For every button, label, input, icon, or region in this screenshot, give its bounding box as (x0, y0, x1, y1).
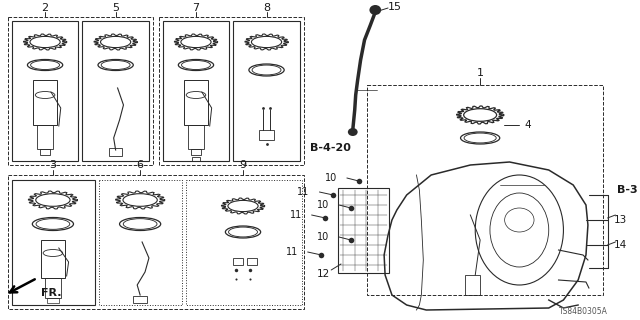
Bar (259, 130, 275, 140)
Bar (40, 149, 50, 155)
Bar (184, 80, 208, 125)
Bar (163, 21, 229, 161)
Bar (37, 125, 53, 149)
Text: 15: 15 (388, 2, 402, 12)
Ellipse shape (348, 128, 358, 136)
Bar (192, 157, 200, 161)
Text: 7: 7 (193, 3, 200, 13)
Bar (109, 148, 122, 156)
Bar (188, 125, 204, 149)
Bar (99, 180, 182, 305)
Text: 12: 12 (317, 269, 330, 279)
Text: 14: 14 (613, 240, 627, 250)
Bar (12, 21, 78, 161)
Bar (233, 21, 300, 161)
Bar (47, 298, 59, 303)
Text: 4: 4 (524, 120, 531, 130)
Bar (41, 240, 65, 278)
Bar (8, 17, 153, 165)
Bar (186, 180, 302, 305)
Text: TS84B0305A: TS84B0305A (559, 308, 607, 316)
Bar (45, 278, 61, 298)
Bar (12, 180, 95, 305)
Text: 13: 13 (613, 215, 627, 225)
Bar (233, 258, 243, 265)
Text: 6: 6 (136, 160, 143, 170)
Text: 11: 11 (298, 187, 310, 197)
Text: 11: 11 (285, 247, 298, 257)
Text: 10: 10 (325, 173, 337, 183)
Text: 8: 8 (263, 3, 270, 13)
Bar (247, 258, 257, 265)
Text: 1: 1 (477, 68, 484, 78)
Bar (8, 175, 304, 309)
Text: 2: 2 (42, 3, 49, 13)
Bar (33, 80, 57, 125)
Text: B-3: B-3 (618, 185, 638, 195)
Bar (367, 85, 603, 295)
Text: 5: 5 (112, 3, 119, 13)
Bar (133, 296, 147, 303)
Text: 10: 10 (317, 200, 329, 210)
Bar (159, 17, 304, 165)
Text: 11: 11 (289, 210, 302, 220)
Text: 10: 10 (317, 232, 329, 242)
Text: 9: 9 (239, 160, 246, 170)
Bar (191, 149, 201, 155)
Ellipse shape (369, 5, 381, 15)
Bar (83, 21, 149, 161)
Bar (465, 275, 480, 295)
Text: B-4-20: B-4-20 (310, 143, 351, 153)
Text: FR.: FR. (41, 288, 61, 298)
Text: 3: 3 (49, 160, 56, 170)
Bar (338, 188, 389, 273)
